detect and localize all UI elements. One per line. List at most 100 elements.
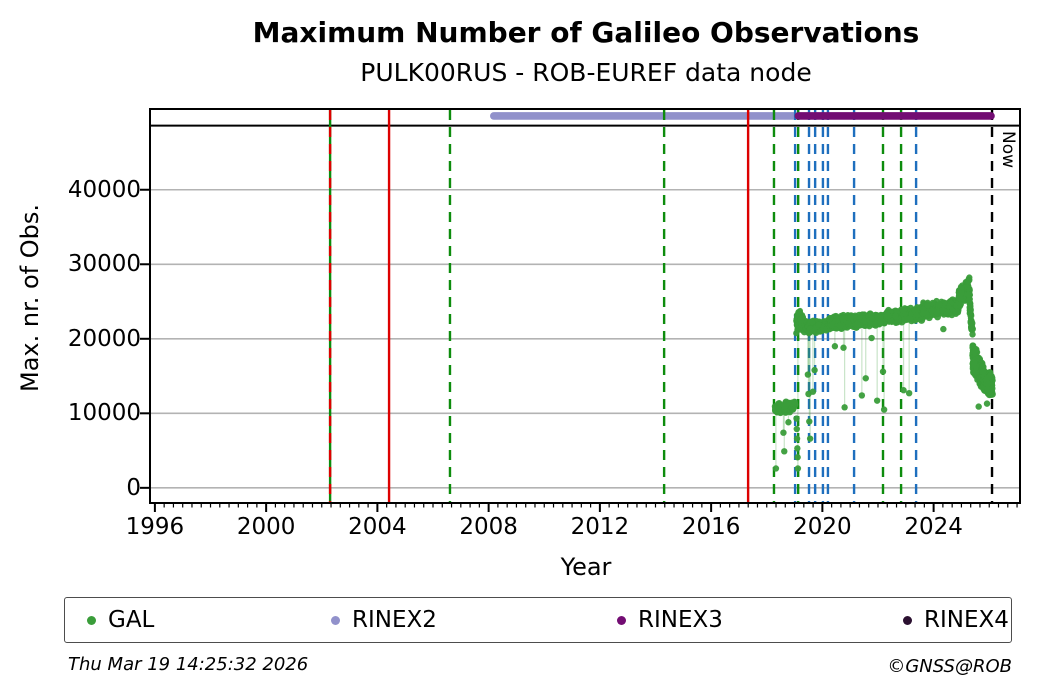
data-point [794,454,801,461]
data-point [858,392,866,399]
x-axis-label: Year [560,553,612,581]
y-tick-label: 20000 [67,325,141,352]
legend-marker-icon [903,615,912,625]
data-point [969,342,976,349]
y-tick-label: 30000 [67,251,141,278]
data-point [905,389,913,397]
legend-marker-icon [617,615,626,625]
legend-item: GAL [87,598,154,642]
data-point [806,325,814,333]
legend-item-label: RINEX3 [638,607,723,633]
data-point [826,314,834,322]
x-tick-label: 2008 [459,514,518,540]
data-point [793,330,800,337]
rinex2-bar [490,112,799,120]
legend: GAL RINEX2 RINEX3 RINEX4 [64,597,1012,643]
data-point [867,320,874,327]
data-point [966,274,973,281]
x-tick-label: 2016 [681,514,741,540]
data-point [966,299,973,306]
legend-item-label: RINEX4 [924,607,1009,633]
page-title: Maximum Number of Galileo Observations [252,16,920,49]
data-point [920,306,927,313]
data-point [984,385,992,393]
data-point [794,445,801,452]
x-tick-label: 2000 [236,514,296,540]
legend-item: RINEX2 [331,598,437,642]
data-point [840,344,847,351]
data-point [804,371,812,378]
data-point [841,404,848,411]
data-point [839,315,847,323]
data-point [780,429,787,436]
data-point [809,388,817,395]
data-point [987,391,994,398]
data-point [781,403,789,410]
legend-item-label: GAL [108,607,155,633]
data-point [775,405,782,411]
plot-area [140,108,1021,512]
data-point [868,334,875,342]
y-tick-label: 40000 [67,176,141,203]
footer-timestamp: Thu Mar 19 14:25:32 2026 [68,654,309,675]
data-point [772,465,780,472]
data-point [983,400,991,407]
legend-item-label: RINEX2 [352,607,437,633]
data-point [901,316,909,324]
now-label: Now [998,131,1019,169]
scatter-svg [140,110,1019,512]
data-point [970,359,978,367]
data-point [877,318,884,326]
data-point [793,425,800,433]
data-point [884,312,892,320]
data-point [940,325,947,333]
legend-item: RINEX4 [903,598,1009,642]
data-point [793,435,801,442]
data-point [892,312,899,320]
x-tick-label: 2004 [348,514,407,540]
data-point [972,369,979,376]
data-point [806,418,813,425]
data-point [965,291,973,298]
footer-credit: ©GNSS@ROB [887,656,1012,677]
data-point [794,465,802,472]
data-point [831,343,839,350]
data-point [924,301,932,309]
data-point [983,375,991,382]
data-point [906,315,914,322]
data-point [933,308,941,316]
data-point [880,406,888,413]
data-point [901,305,908,312]
page-subtitle: PULK00RUS - ROB-EUREF data node [360,58,812,87]
data-point [979,363,986,370]
data-point [781,448,788,455]
y-tick-label: 0 [126,474,141,501]
data-point [869,315,876,322]
data-point [969,331,976,338]
data-point [920,310,927,317]
data-point [893,307,900,314]
data-point [785,419,792,426]
data-point [935,301,943,308]
data-point [797,316,805,324]
x-tick-label: 2012 [570,514,630,540]
data-point [967,307,974,314]
data-point [815,321,822,328]
data-point [862,375,869,382]
data-point [900,387,907,394]
x-tick-label: 1996 [125,514,185,540]
x-tick-label: 2024 [904,514,963,540]
legend-marker-icon [87,615,96,625]
x-tick-label: 2020 [793,514,852,540]
data-point [811,366,818,374]
data-point [877,312,885,320]
y-tick-label: 10000 [67,400,141,427]
data-point [793,415,800,422]
y-axis-label: Max. nr. of Obs. [16,203,44,393]
rinex3-bar [794,112,995,120]
data-point [939,306,946,314]
data-point [975,403,982,410]
data-point [968,319,975,326]
data-point [873,397,881,404]
